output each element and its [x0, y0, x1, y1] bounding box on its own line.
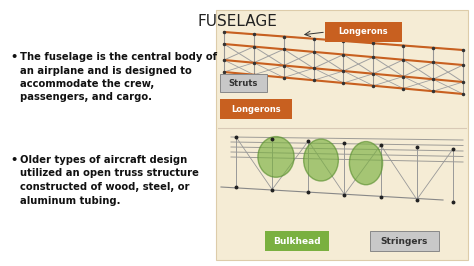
Text: Longerons: Longerons — [231, 105, 281, 114]
Text: Bulkhead: Bulkhead — [273, 236, 321, 246]
Text: passengers, and cargo.: passengers, and cargo. — [20, 93, 152, 102]
FancyBboxPatch shape — [265, 231, 329, 251]
Text: utilized an open truss structure: utilized an open truss structure — [20, 168, 199, 178]
Text: Longerons: Longerons — [339, 27, 388, 36]
Text: constructed of wood, steel, or: constructed of wood, steel, or — [20, 182, 190, 192]
Text: Struts: Struts — [229, 78, 258, 88]
FancyBboxPatch shape — [220, 99, 292, 119]
Text: FUSELAGE: FUSELAGE — [197, 14, 277, 29]
FancyBboxPatch shape — [370, 231, 439, 251]
Text: •: • — [10, 155, 17, 165]
Ellipse shape — [349, 142, 383, 185]
Text: accommodate the crew,: accommodate the crew, — [20, 79, 154, 89]
FancyBboxPatch shape — [220, 74, 267, 92]
Text: an airplane and is designed to: an airplane and is designed to — [20, 65, 192, 76]
Text: Stringers: Stringers — [381, 236, 428, 246]
Text: •: • — [10, 52, 17, 62]
Text: aluminum tubing.: aluminum tubing. — [20, 196, 120, 206]
Ellipse shape — [304, 139, 338, 181]
Text: Older types of aircraft design: Older types of aircraft design — [20, 155, 187, 165]
Text: The fuselage is the central body of: The fuselage is the central body of — [20, 52, 217, 62]
FancyBboxPatch shape — [216, 10, 468, 260]
FancyBboxPatch shape — [325, 22, 402, 42]
Ellipse shape — [258, 137, 294, 177]
